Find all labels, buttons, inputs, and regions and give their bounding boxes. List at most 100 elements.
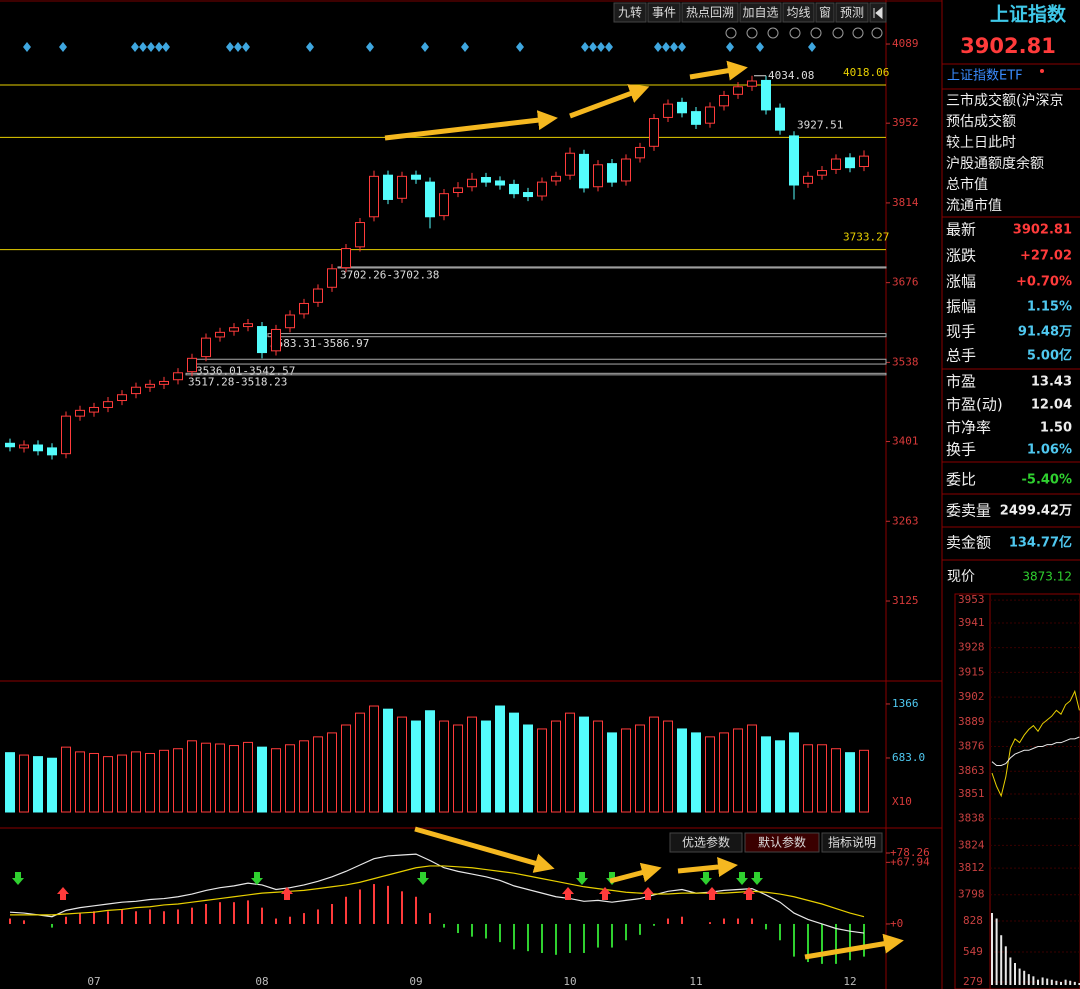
candle-body	[173, 372, 183, 381]
event-marker[interactable]	[597, 42, 605, 52]
x-tick-label: 10	[563, 975, 576, 988]
toolbar-label[interactable]: 均线	[786, 6, 810, 20]
volume-bar	[509, 712, 519, 813]
volume-bar	[131, 751, 141, 813]
arrow	[804, 933, 904, 960]
volume-bar	[243, 741, 253, 813]
event-marker[interactable]	[131, 42, 139, 52]
event-marker[interactable]	[670, 42, 678, 52]
sell-signal	[417, 872, 429, 885]
tool-icon[interactable]	[852, 27, 864, 39]
candle-body	[747, 80, 757, 87]
event-marker[interactable]	[461, 42, 469, 52]
event-marker[interactable]	[662, 42, 670, 52]
y-tick-label: 3814	[892, 196, 919, 209]
tool-icon[interactable]	[871, 27, 883, 39]
event-marker[interactable]	[162, 42, 170, 52]
candle-body	[481, 176, 491, 183]
macd-button-label[interactable]: 优选参数	[682, 835, 730, 850]
tool-icon[interactable]	[832, 27, 844, 39]
candle-body	[201, 337, 211, 358]
volume-bar	[201, 742, 211, 813]
event-marker[interactable]	[242, 42, 250, 52]
quote-label: 现手	[946, 323, 976, 341]
macd-dif-line	[9, 853, 865, 934]
event-marker[interactable]	[726, 42, 734, 52]
etf-link[interactable]: 上证指数ETF	[947, 69, 1023, 84]
event-marker[interactable]	[654, 42, 662, 52]
event-marker[interactable]	[581, 42, 589, 52]
candle-body	[495, 180, 505, 186]
toolbar-label[interactable]: 事件	[652, 6, 676, 20]
tool-icon[interactable]	[746, 27, 758, 39]
volume-bar	[229, 745, 239, 813]
event-marker[interactable]	[234, 42, 242, 52]
tool-icon[interactable]	[789, 27, 801, 39]
event-marker[interactable]	[516, 42, 524, 52]
event-marker[interactable]	[589, 42, 597, 52]
toolbar-label[interactable]: 窗	[819, 6, 831, 20]
candle-body	[271, 328, 281, 352]
quote-value: +0.70%	[1016, 275, 1072, 290]
symbol-price: 3902.81	[960, 34, 1056, 58]
event-marker[interactable]	[605, 42, 613, 52]
event-marker[interactable]	[147, 42, 155, 52]
toolbar-button[interactable]	[782, 2, 815, 23]
x-tick-label: 08	[255, 975, 268, 988]
candle-body	[831, 158, 841, 170]
toolbar-button[interactable]	[739, 2, 782, 23]
candle-body	[719, 94, 729, 107]
gap-band	[185, 372, 887, 376]
macd-button-label[interactable]: 指标说明	[828, 835, 876, 850]
toolbar-button[interactable]	[815, 2, 835, 23]
tool-icon[interactable]	[810, 27, 822, 39]
tool-icon[interactable]	[767, 27, 779, 39]
toolbar-button[interactable]	[681, 2, 739, 23]
candle-body	[663, 103, 673, 118]
event-marker[interactable]	[306, 42, 314, 52]
event-marker[interactable]	[421, 42, 429, 52]
y-tick-label: 3902	[958, 690, 985, 703]
event-marker[interactable]	[59, 42, 67, 52]
toolbar-button[interactable]	[613, 2, 647, 23]
toolbar-label[interactable]: 预测	[840, 6, 864, 20]
candle-body	[341, 248, 351, 269]
toolbar-label[interactable]: 加自选	[742, 6, 778, 20]
tool-icon[interactable]	[725, 27, 737, 39]
event-marker[interactable]	[366, 42, 374, 52]
event-marker[interactable]	[139, 42, 147, 52]
event-marker[interactable]	[155, 42, 163, 52]
volume-bar	[327, 732, 337, 813]
info-row: 三市成交额(沪深京	[946, 92, 1063, 109]
macd-button[interactable]	[821, 832, 883, 853]
toolbar-label[interactable]: 九转	[618, 5, 642, 20]
event-marker[interactable]	[808, 42, 816, 52]
candle-body	[243, 323, 253, 328]
event-marker[interactable]	[678, 42, 686, 52]
volume-bar	[495, 705, 505, 813]
toolbar-button[interactable]	[835, 2, 869, 23]
event-marker[interactable]	[23, 42, 31, 52]
toolbar-button[interactable]	[647, 2, 681, 23]
volume-bar	[719, 732, 729, 813]
toolbar-label[interactable]: 热点回溯	[686, 5, 734, 20]
quote-label: 换手	[946, 441, 976, 459]
info-row: 预估成交额	[946, 113, 1016, 130]
macd-button[interactable]	[744, 832, 820, 853]
volume-bar	[453, 724, 463, 813]
candle-body	[145, 383, 155, 388]
macd-button[interactable]	[669, 832, 743, 853]
info-row: 沪股通额度余额	[946, 155, 1044, 172]
volume-bar	[117, 754, 127, 813]
macd-button-label[interactable]: 默认参数	[758, 835, 806, 850]
macd-dea-line	[10, 865, 865, 918]
volume-bar	[187, 740, 197, 813]
event-marker[interactable]	[226, 42, 234, 52]
sell-signal	[736, 872, 748, 885]
candle-body	[859, 155, 869, 168]
event-marker[interactable]	[756, 42, 764, 52]
quote-label: 市盈	[946, 373, 976, 391]
buy-signal	[562, 887, 574, 900]
volume-bar	[691, 732, 701, 813]
volume-bar	[859, 749, 869, 813]
